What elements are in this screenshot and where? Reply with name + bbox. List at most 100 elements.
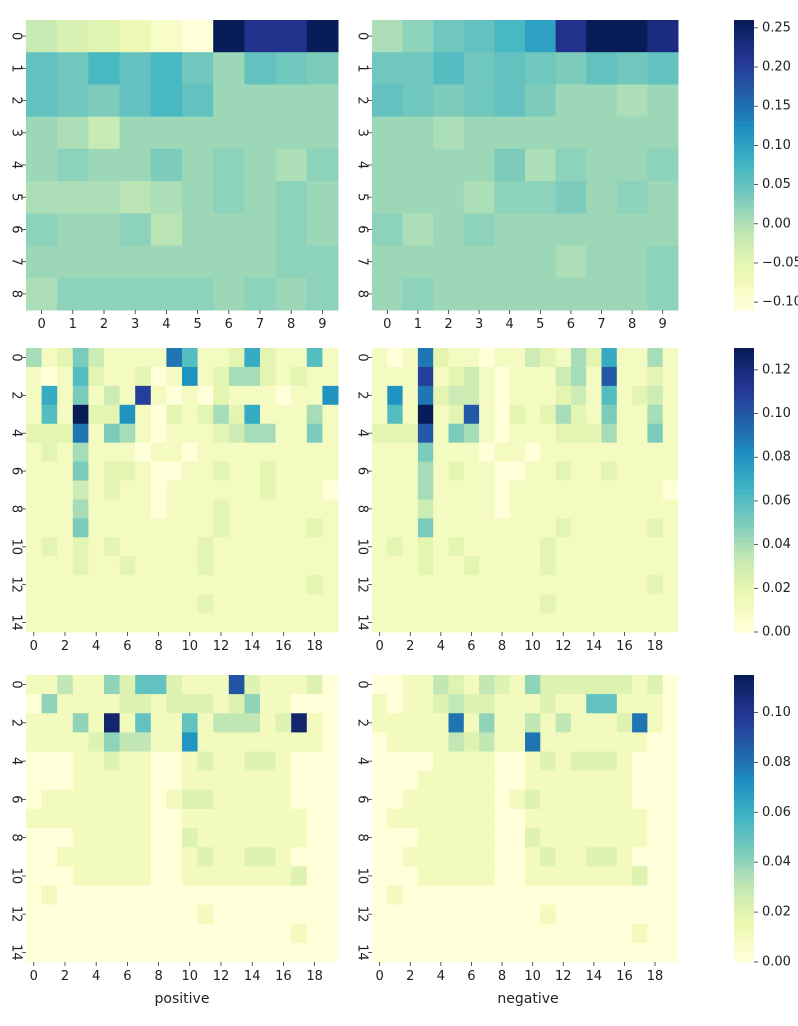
heatmap-cell: [41, 694, 58, 714]
colorbar-row1: 0.250.200.150.100.050.00−0.05−0.10: [734, 20, 798, 311]
heatmap-cell: [632, 480, 648, 500]
heatmap-cell: [525, 575, 541, 595]
heatmap-cell: [509, 385, 526, 406]
heatmap-cell: [647, 613, 664, 633]
heatmap-cell: [632, 885, 648, 906]
heatmap-cell: [26, 594, 43, 614]
colorbar-tick-label: 0.20: [762, 60, 791, 75]
heatmap-cell: [150, 594, 167, 614]
heatmap-cell: [494, 245, 526, 279]
heatmap-cell: [72, 613, 89, 633]
heatmap-cell: [647, 732, 664, 753]
heatmap-cell: [586, 904, 602, 925]
heatmap-cell: [616, 348, 633, 368]
heatmap-cell: [479, 480, 495, 500]
heatmap-cell: [417, 537, 434, 557]
heatmap-cell: [417, 732, 434, 753]
heatmap-cell: [555, 245, 587, 279]
heatmap-cell: [494, 866, 511, 886]
heatmap-cell: [494, 808, 511, 829]
heatmap-cell: [540, 537, 557, 557]
heatmap-cell: [182, 423, 199, 444]
heatmap-cell: [402, 575, 419, 595]
heatmap-cell: [540, 675, 557, 695]
heatmap-cell: [322, 348, 339, 368]
heatmap-cell: [616, 575, 633, 595]
heatmap-cell: [244, 732, 261, 753]
heatmap-cell: [555, 52, 587, 85]
x-tick-label: 12: [213, 639, 230, 654]
heatmap-cell: [494, 366, 511, 387]
heatmap-cell: [586, 52, 618, 85]
heatmap-cell: [402, 847, 419, 867]
heatmap-cell: [260, 499, 277, 519]
heatmap-cell: [291, 751, 308, 772]
colorbar-segment: [734, 140, 754, 147]
heatmap-cell: [197, 461, 214, 482]
heatmap-cell: [555, 808, 572, 829]
heatmap-cell: [509, 732, 526, 753]
colorbar-segment: [734, 49, 754, 55]
heatmap-cell: [228, 499, 245, 519]
heatmap-cell: [525, 20, 557, 53]
heatmap-cell: [586, 575, 602, 595]
heatmap-cell: [119, 518, 136, 538]
heatmap-cell: [88, 732, 105, 753]
heatmap-cell: [509, 613, 526, 633]
heatmap-cell: [540, 866, 557, 886]
heatmap-cell: [662, 904, 679, 925]
heatmap-cell: [72, 713, 89, 733]
heatmap-cell: [387, 348, 404, 368]
heatmap-cell: [213, 789, 230, 810]
heatmap-cell: [555, 923, 572, 944]
colorbar-segment: [734, 794, 754, 800]
heatmap-cell: [402, 904, 419, 925]
heatmap-cell: [494, 575, 511, 595]
heatmap-cell: [647, 847, 664, 867]
heatmap-cell: [306, 885, 323, 906]
heatmap-cell: [150, 942, 167, 963]
heatmap-cell: [632, 442, 648, 463]
xlabel-negative: negative: [497, 991, 558, 1007]
heatmap-cell: [417, 594, 434, 614]
heatmap-cell: [555, 20, 587, 53]
heatmap-cell: [586, 694, 602, 714]
heatmap-cell: [632, 518, 648, 538]
heatmap-cell: [540, 904, 557, 925]
colorbar-segment: [734, 947, 754, 954]
heatmap-cell: [213, 923, 230, 944]
heatmap-cell: [322, 713, 339, 733]
heatmap-cell: [135, 789, 152, 810]
colorbar-segment: [734, 475, 754, 482]
y-tick-label: 10: [9, 868, 24, 885]
heatmap-cell: [479, 694, 495, 714]
x-tick-label: 12: [555, 969, 572, 984]
heatmap-cell: [166, 904, 183, 925]
heatmap-cell: [387, 675, 404, 695]
heatmap-cell: [387, 556, 404, 576]
heatmap-cell: [88, 348, 105, 368]
heatmap-cell: [182, 499, 199, 519]
heatmap-cell: [555, 828, 572, 848]
heatmap-cell: [402, 828, 419, 848]
heatmap-cell: [509, 885, 526, 906]
heatmap-cell: [632, 732, 648, 753]
x-tick-label: 6: [225, 317, 233, 332]
heatmap-cell: [119, 713, 136, 733]
heatmap-cell: [632, 904, 648, 925]
heatmap-cell: [72, 751, 89, 772]
heatmap-cell: [57, 613, 74, 633]
heatmap-cell: [417, 499, 434, 519]
heatmap-cell: [463, 52, 495, 85]
heatmap-cell: [632, 575, 648, 595]
heatmap-cell: [494, 404, 511, 425]
heatmap-cell: [570, 594, 587, 614]
heatmap-cell: [119, 181, 152, 214]
heatmap-cell: [291, 423, 308, 444]
heatmap-cell: [57, 789, 74, 810]
heatmap-cell: [448, 675, 465, 695]
heatmap-cell: [57, 116, 89, 150]
colorbar-segment: [734, 116, 754, 123]
colorbar-segment: [734, 409, 754, 415]
heatmap-cell: [402, 385, 419, 406]
